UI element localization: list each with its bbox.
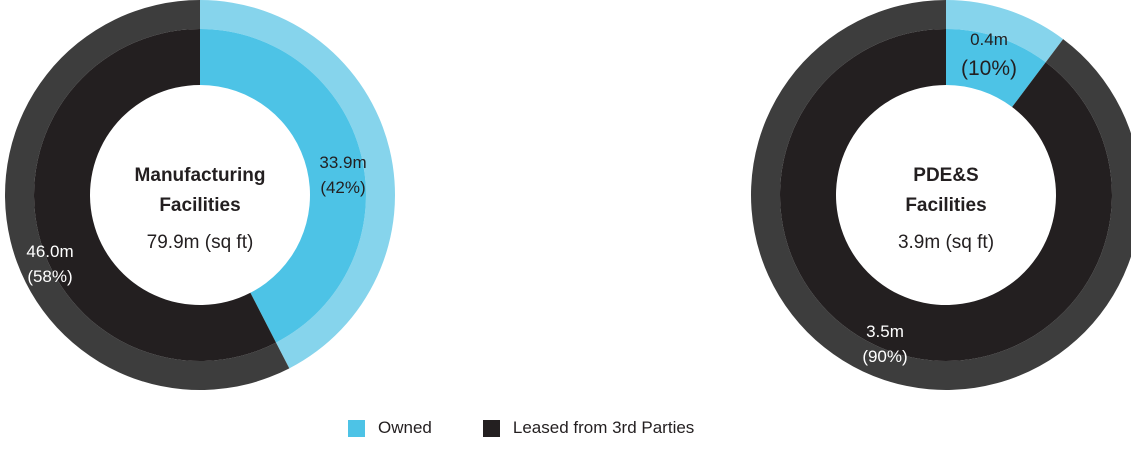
donut-title-line-1: Manufacturing: [135, 165, 266, 186]
donut-slice-outer-leased: [5, 0, 290, 390]
slice-value-label: 0.4m: [970, 30, 1008, 49]
legend-label-owned: Owned: [378, 418, 432, 437]
donut-manufacturing: Manufacturing Facilities 79.9m (sq ft) 3…: [5, 0, 395, 390]
slice-value-label: 46.0m: [26, 242, 73, 261]
legend-label-leased: Leased from 3rd Parties: [512, 418, 695, 437]
legend: Owned Leased from 3rd Parties: [348, 418, 694, 438]
slice-value-label: 33.9m: [319, 153, 366, 172]
legend-swatch-owned: [348, 419, 365, 437]
slice-value-label: 3.5m: [866, 322, 904, 341]
donut-total-label: 3.9m (sq ft): [898, 232, 994, 253]
donut-title-line-2: Facilities: [159, 195, 240, 216]
donut-slice-outer-owned: [200, 0, 395, 369]
donut-title-line-1: PDE&S: [913, 165, 978, 186]
donut-slice-owned: [946, 29, 1046, 108]
legend-item-owned: Owned: [348, 418, 432, 438]
slice-percent-label: (10%): [961, 57, 1017, 80]
donut-total-label: 79.9m (sq ft): [147, 232, 254, 253]
donut-pdes: PDE&S Facilities 3.9m (sq ft) 0.4m (10%) 3…: [751, 0, 1131, 390]
legend-item-leased: Leased from 3rd Parties: [482, 418, 695, 438]
donut-slice-leased: [780, 29, 1113, 362]
slice-percent-label: (42%): [320, 178, 365, 197]
donut-slice-outer-owned: [946, 0, 1064, 63]
legend-swatch-leased: [482, 419, 500, 437]
slice-percent-label: (58%): [27, 267, 72, 286]
donut-slice-leased: [33, 29, 277, 362]
donut-slice-owned: [200, 29, 366, 343]
slice-percent-label: (90%): [862, 347, 907, 366]
donut-title-line-2: Facilities: [905, 195, 986, 216]
